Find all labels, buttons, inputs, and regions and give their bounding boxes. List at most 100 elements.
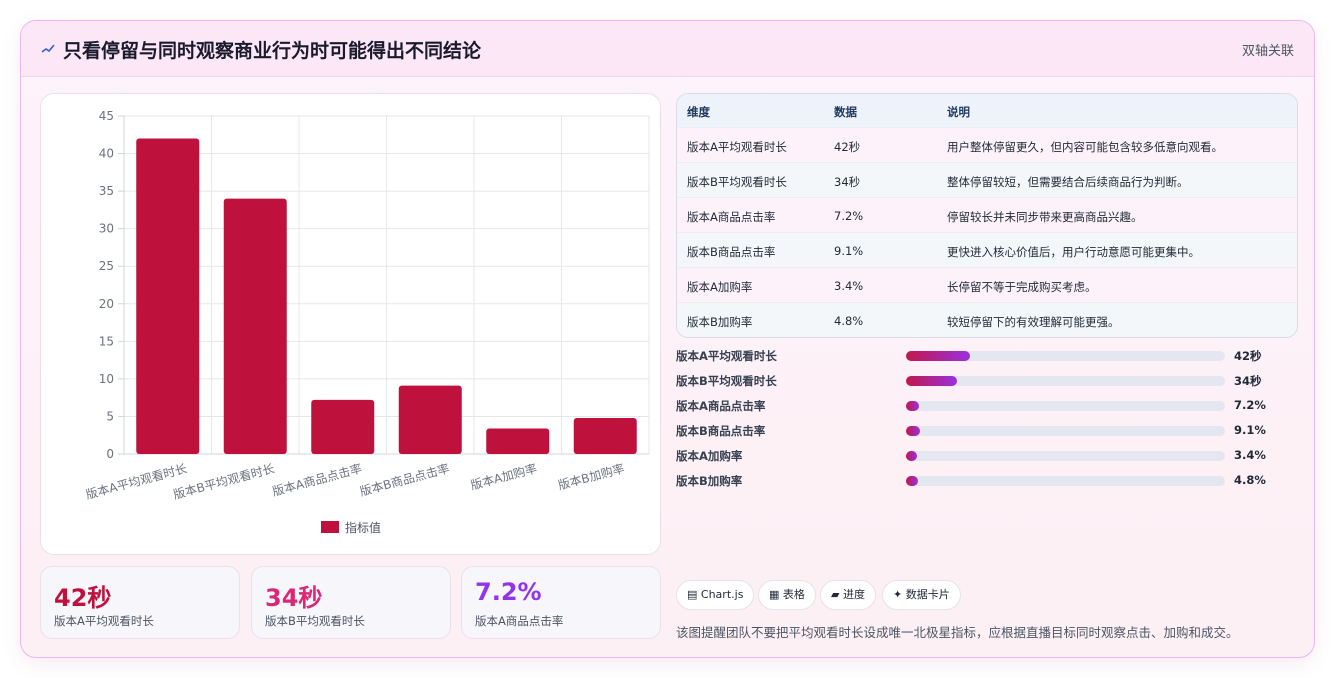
y-tick-label: 35 bbox=[99, 184, 114, 198]
progress-row: 版本A商品点击率 7.2% bbox=[676, 397, 1298, 415]
page-title: 只看停留与同时观察商业行为时可能得出不同结论 bbox=[63, 40, 482, 62]
x-tick-label: 版本B平均观看时长 bbox=[172, 461, 276, 502]
progress-value: 42秒 bbox=[1234, 349, 1262, 363]
progress-label: 版本A加购率 bbox=[676, 449, 743, 463]
x-tick-label: 版本A商品点击率 bbox=[271, 460, 364, 498]
table-cell: 更快进入核心价值后，用户行动意愿可能更集中。 bbox=[947, 245, 1200, 259]
stat-label: 版本B平均观看时长 bbox=[265, 614, 365, 628]
table-cell: 7.2% bbox=[834, 209, 864, 223]
y-tick-label: 0 bbox=[106, 447, 114, 461]
progress-value: 7.2% bbox=[1234, 398, 1266, 412]
header-badge: 双轴关联 bbox=[1241, 44, 1294, 59]
bar-chart-panel: 0 5 10 15 20 25 30 35 40 45 版本A平均观看时长 版本B平均观看时长 版本A商… bbox=[40, 93, 661, 555]
progress-track bbox=[906, 476, 1225, 486]
x-tick-label: 版本B商品点击率 bbox=[358, 460, 451, 498]
table-icon: ▦ bbox=[769, 588, 780, 601]
progress-fill bbox=[906, 376, 958, 386]
table-row: 版本B商品点击率 9.1% 更快进入核心价值后，用户行动意愿可能更集中。 bbox=[677, 233, 1297, 268]
progress-value: 9.1% bbox=[1234, 423, 1266, 437]
tag-label: Chart.js bbox=[700, 588, 744, 601]
tag-label: 数据卡片 bbox=[905, 588, 950, 601]
tag-progress[interactable]: ▰ 进度 bbox=[820, 580, 876, 610]
stat-card-a-duration: 42秒 版本A平均观看时长 bbox=[40, 566, 240, 639]
table-cell: 较短停留下的有效理解可能更强。 bbox=[947, 315, 1120, 329]
bar bbox=[398, 385, 462, 454]
y-tick-label: 45 bbox=[99, 109, 114, 123]
y-tick-label: 40 bbox=[99, 147, 114, 161]
progress-track bbox=[906, 451, 1225, 461]
legend-label: 指标值 bbox=[345, 520, 381, 535]
y-tick-label: 10 bbox=[99, 372, 114, 386]
table-header-cell: 维度 bbox=[687, 105, 710, 119]
stat-card-b-duration: 34秒 版本B平均观看时长 bbox=[251, 566, 451, 639]
stat-card-a-ctr: 7.2% 版本A商品点击率 bbox=[461, 566, 661, 639]
table-cell: 34秒 bbox=[834, 175, 861, 189]
table-cell: 4.8% bbox=[834, 314, 864, 328]
bar bbox=[573, 417, 637, 454]
y-tick-label: 5 bbox=[106, 409, 114, 423]
stat-value: 34秒 bbox=[265, 584, 323, 612]
stat-label: 版本A商品点击率 bbox=[475, 614, 564, 628]
y-tick-label: 25 bbox=[99, 259, 114, 273]
progress-value: 34秒 bbox=[1234, 374, 1262, 388]
table-row: 版本A商品点击率 7.2% 停留较长并未同步带来更高商品兴趣。 bbox=[677, 198, 1297, 233]
progress-track bbox=[906, 351, 1225, 361]
footer-note: 该图提醒团队不要把平均观看时长设成唯一北极星指标，应根据直播目标同时观察点击、加… bbox=[676, 625, 1239, 640]
table-cell: 用户整体停留更久，但内容可能包含较多低意向观看。 bbox=[947, 140, 1223, 154]
table-cell: 版本A商品点击率 bbox=[687, 210, 776, 224]
progress-value: 3.4% bbox=[1234, 448, 1266, 462]
progress-label: 版本B平均观看时长 bbox=[676, 374, 777, 388]
y-tick-label: 15 bbox=[99, 334, 114, 348]
insight-card: 只看停留与同时观察商业行为时可能得出不同结论 双轴关联 0 5 10 15 20 25 30… bbox=[20, 20, 1315, 658]
table-cell: 版本B平均观看时长 bbox=[687, 175, 787, 189]
progress-label: 版本B商品点击率 bbox=[676, 424, 766, 438]
table-cell: 42秒 bbox=[834, 140, 861, 154]
x-tick-label: 版本B加购率 bbox=[556, 460, 626, 492]
tag-data-card[interactable]: ✦ 数据卡片 bbox=[882, 580, 961, 610]
legend-swatch bbox=[321, 521, 339, 533]
progress-fill bbox=[906, 476, 919, 486]
table-row: 版本B平均观看时长 34秒 整体停留较短，但需要结合后续商品行为判断。 bbox=[677, 163, 1297, 198]
table-header-row: 维度 数据 说明 bbox=[677, 94, 1297, 128]
trend-line-icon bbox=[41, 44, 55, 53]
tag-label: 进度 bbox=[842, 588, 865, 601]
progress-row: 版本A加购率 3.4% bbox=[676, 447, 1298, 465]
y-tick-label: 30 bbox=[99, 222, 114, 236]
progress-row: 版本B平均观看时长 34秒 bbox=[676, 372, 1298, 390]
progress-row: 版本B加购率 4.8% bbox=[676, 472, 1298, 490]
tag-label: 表格 bbox=[782, 588, 805, 601]
progress-row: 版本B商品点击率 9.1% bbox=[676, 422, 1298, 440]
metrics-table: 维度 数据 说明 版本A平均观看时长 42秒 用户整体停留更久，但内容可能包含较… bbox=[676, 93, 1298, 338]
tag-table[interactable]: ▦ 表格 bbox=[758, 580, 816, 610]
sparkle-icon: ✦ bbox=[893, 588, 903, 601]
progress-fill bbox=[906, 451, 918, 461]
x-tick-label: 版本A加购率 bbox=[469, 460, 539, 492]
card-header: 只看停留与同时观察商业行为时可能得出不同结论 双轴关联 bbox=[21, 21, 1314, 77]
progress-icon: ▰ bbox=[831, 588, 840, 601]
table-cell: 版本A加购率 bbox=[687, 280, 753, 294]
table-header-cell: 说明 bbox=[947, 105, 970, 119]
bar-chart: 051015202530354045版本A平均观看时长版本B平均观看时长版本A商… bbox=[84, 109, 650, 535]
stat-label: 版本A平均观看时长 bbox=[54, 614, 154, 628]
progress-track bbox=[906, 426, 1225, 436]
chart-icon: ▤ bbox=[687, 588, 698, 601]
table-cell: 停留较长并未同步带来更高商品兴趣。 bbox=[947, 210, 1143, 224]
table-cell: 版本A平均观看时长 bbox=[687, 140, 787, 154]
stat-value: 7.2% bbox=[475, 578, 542, 606]
progress-track bbox=[906, 376, 1225, 386]
tag-chartjs[interactable]: ▤ Chart.js bbox=[676, 580, 755, 610]
bar bbox=[136, 138, 200, 454]
table-row: 版本B加购率 4.8% 较短停留下的有效理解可能更强。 bbox=[677, 303, 1297, 337]
table-row: 版本A平均观看时长 42秒 用户整体停留更久，但内容可能包含较多低意向观看。 bbox=[677, 128, 1297, 163]
table-cell: 版本B加购率 bbox=[687, 315, 753, 329]
progress-value: 4.8% bbox=[1234, 473, 1266, 487]
bar bbox=[223, 198, 287, 454]
progress-fill bbox=[906, 401, 919, 411]
progress-label: 版本A商品点击率 bbox=[676, 399, 766, 413]
bar bbox=[311, 399, 375, 454]
progress-fill bbox=[906, 351, 970, 361]
progress-label: 版本B加购率 bbox=[676, 474, 743, 488]
table-cell: 整体停留较短，但需要结合后续商品行为判断。 bbox=[947, 175, 1189, 189]
stat-value: 42秒 bbox=[54, 584, 112, 612]
y-tick-label: 20 bbox=[99, 297, 114, 311]
